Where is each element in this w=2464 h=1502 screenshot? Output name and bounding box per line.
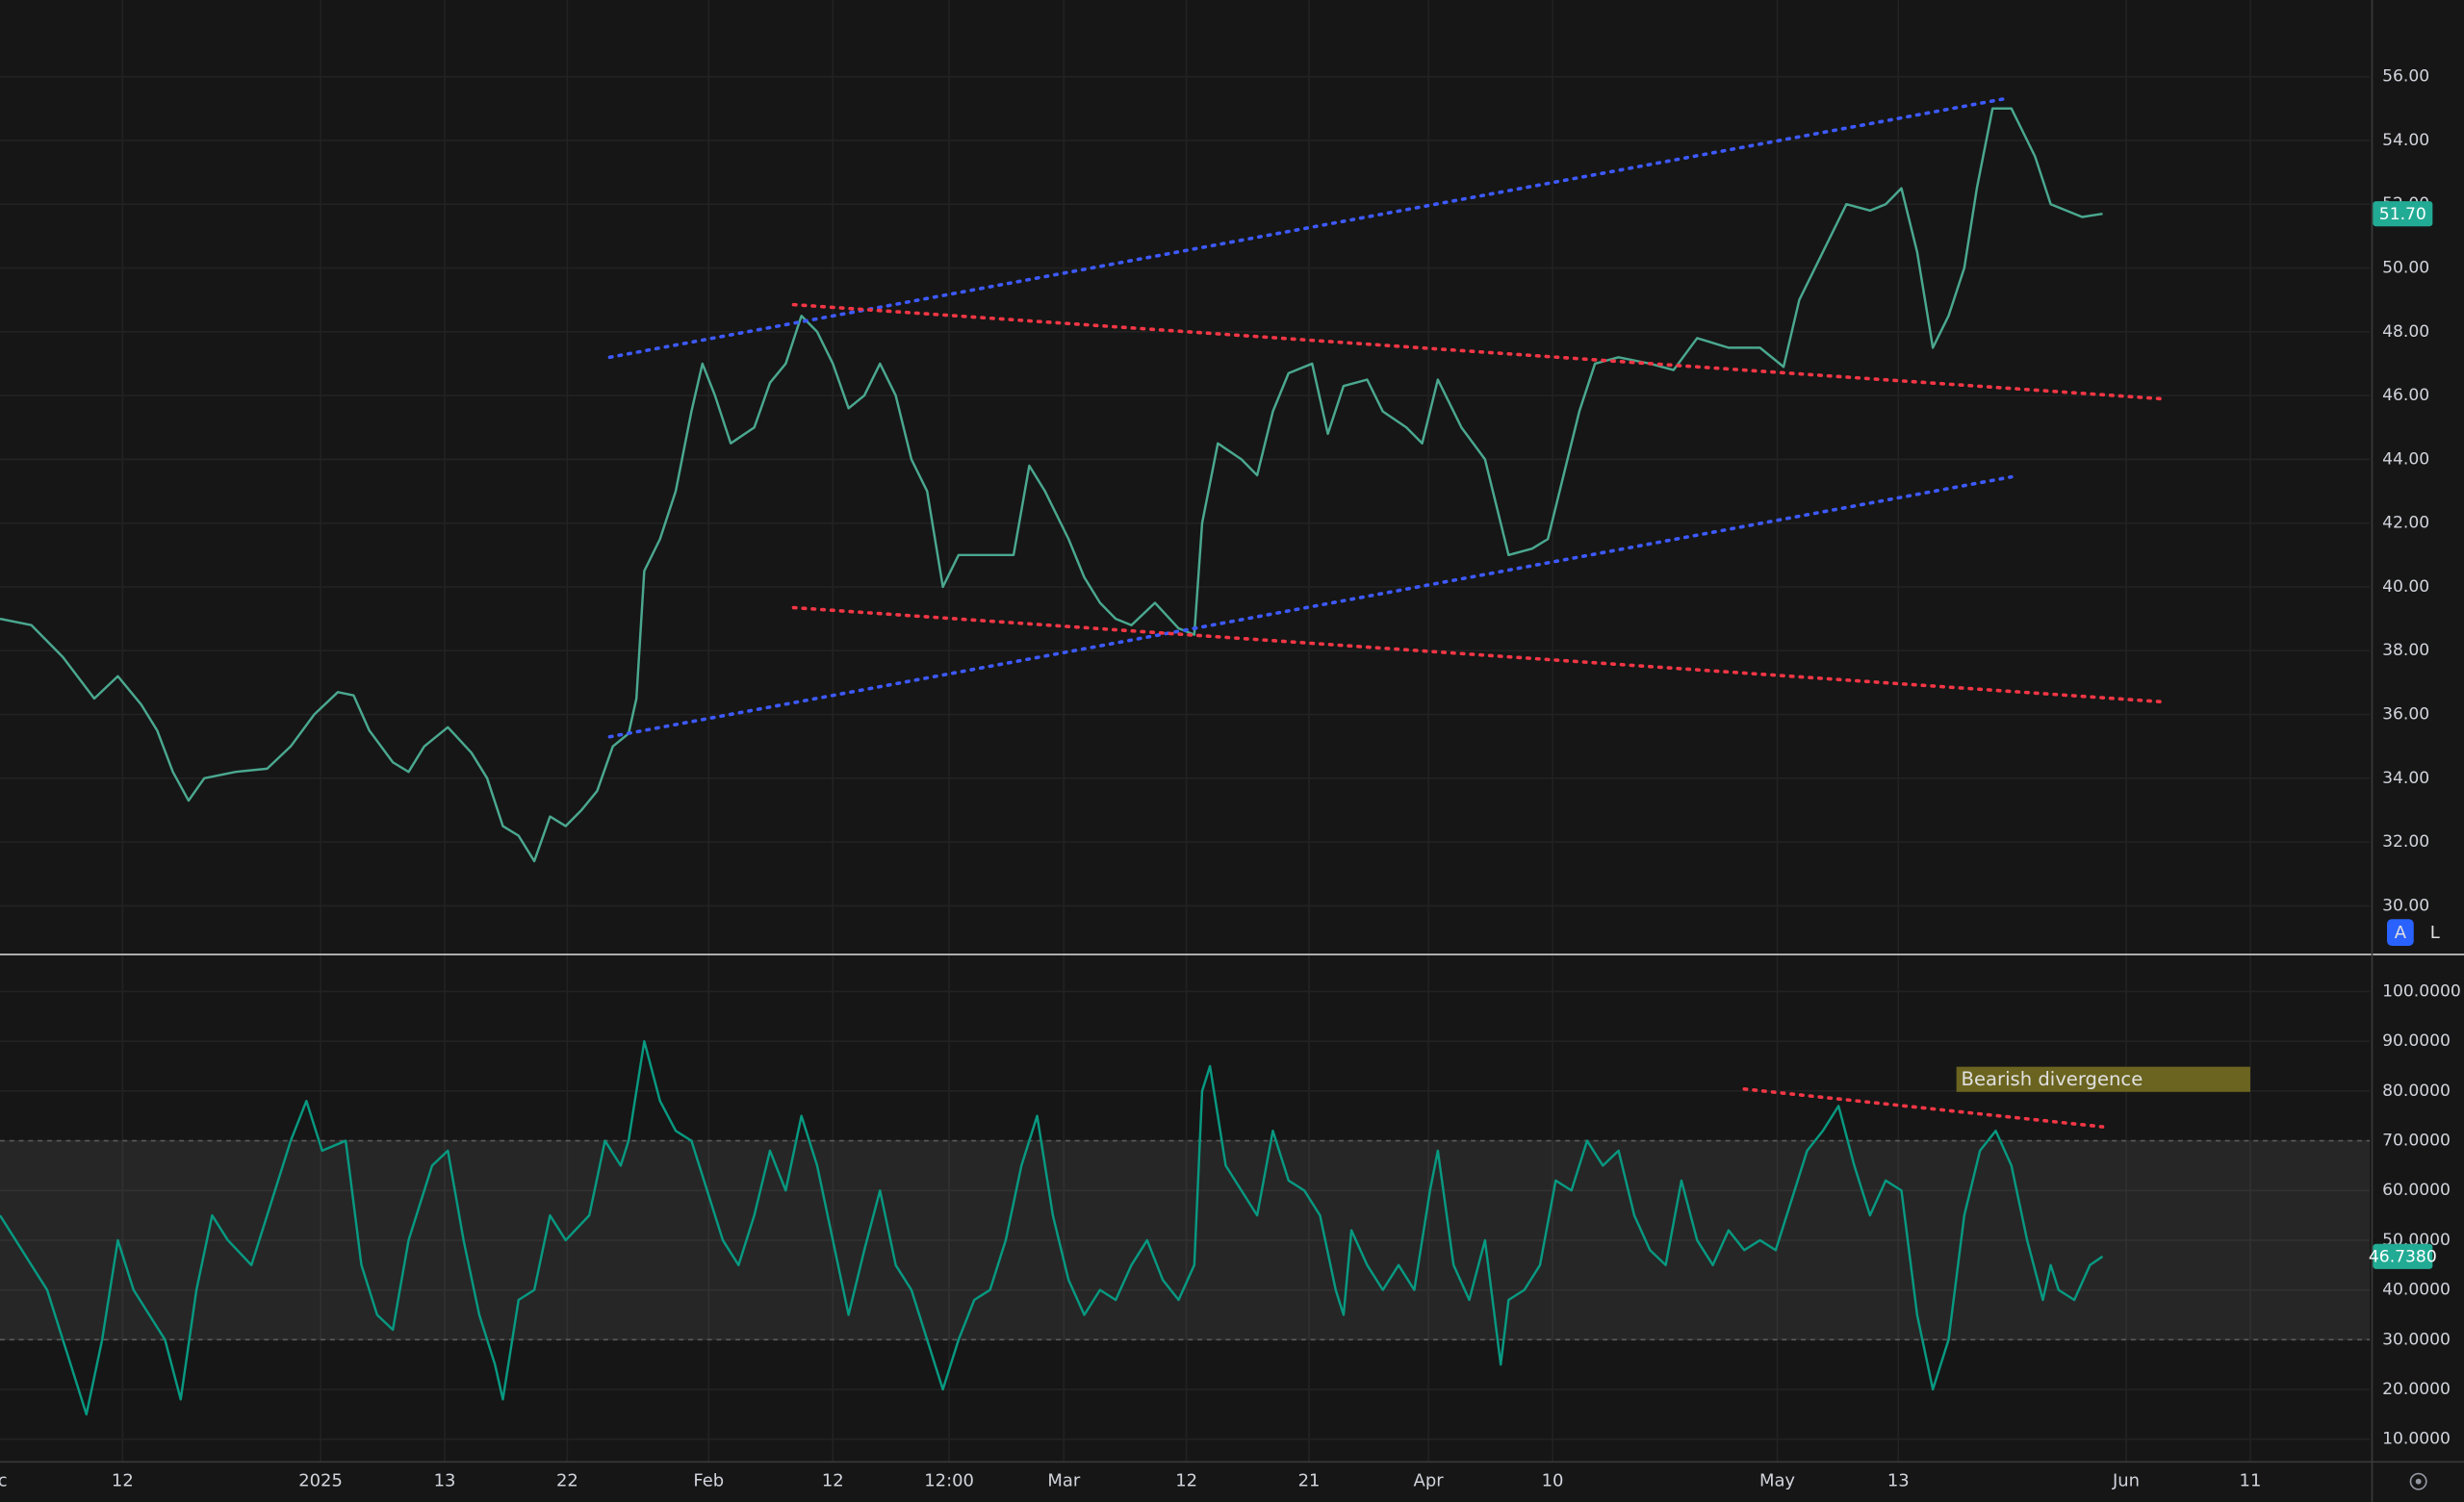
last-value-badge [2373, 1243, 2433, 1269]
annotation-text: Bearish divergence [1962, 1068, 2143, 1090]
last-value-label: 46.7380 [2369, 1248, 2437, 1267]
series-line [0, 107, 2103, 863]
y-tick-label: 40.00 [2382, 577, 2429, 597]
x-tick-label: 13 [434, 1471, 456, 1491]
x-tick-label: May [1759, 1471, 1795, 1491]
y-tick-label: 100.0000 [2382, 981, 2461, 1001]
y-tick-label: 32.00 [2382, 832, 2429, 852]
trend-line [791, 605, 2163, 704]
y-tick-label: 20.0000 [2382, 1380, 2451, 1399]
y-tick-label: 36.00 [2382, 705, 2429, 725]
settings-icon[interactable] [2409, 1472, 2427, 1490]
x-tick-label: Jun [2112, 1471, 2140, 1491]
y-tick-label: 48.00 [2382, 322, 2429, 342]
annotation-box [1956, 1066, 2250, 1092]
x-tick-label: 10 [1542, 1471, 1564, 1491]
y-tick-label: 42.00 [2382, 514, 2429, 533]
axes: 30.00 32.00 34.00 36.00 38.00 40.00 42.00 44.00… [0, 67, 2461, 1491]
y-tick-label: 56.00 [2382, 67, 2429, 87]
trend-line [607, 474, 2014, 739]
trend-line [791, 302, 2163, 401]
y-tick-label: 30.00 [2382, 896, 2429, 915]
trend-line [607, 97, 2006, 360]
y-tick-label: 44.00 [2382, 449, 2429, 469]
x-tick-label: 11 [2240, 1471, 2262, 1491]
y-tick-label: 30.0000 [2382, 1330, 2451, 1349]
settings-icon-dot [2415, 1478, 2422, 1485]
scale-button[interactable] [2387, 919, 2414, 946]
y-tick-label: 40.0000 [2382, 1281, 2451, 1300]
x-tick-label: 12:00 [924, 1471, 974, 1491]
y-tick-label: 38.00 [2382, 641, 2429, 660]
x-tick-label: 22 [556, 1471, 578, 1491]
y-tick-label: 54.00 [2382, 131, 2429, 150]
scale-button[interactable] [2421, 919, 2449, 946]
grid [0, 0, 2371, 1462]
x-tick-label: Dec [0, 1471, 8, 1491]
y-tick-label: 10.0000 [2382, 1430, 2451, 1449]
x-tick-label: 13 [1887, 1471, 1910, 1491]
last-value-badge [2373, 201, 2433, 227]
y-tick-label: 46.00 [2382, 386, 2429, 405]
x-tick-label: 2025 [298, 1471, 343, 1491]
rsi-band [0, 1140, 2371, 1340]
y-tick-label: 34.00 [2382, 769, 2429, 788]
x-tick-label: 12 [822, 1471, 844, 1491]
x-tick-label: Mar [1047, 1471, 1080, 1491]
last-value-label: 51.70 [2379, 205, 2426, 224]
x-tick-label: 12 [112, 1471, 134, 1491]
scale-button-label[interactable]: L [2430, 923, 2440, 943]
scale-button-label[interactable]: A [2395, 923, 2407, 943]
x-tick-label: 21 [1298, 1471, 1321, 1491]
series-line [0, 1039, 2104, 1416]
x-tick-label: Apr [1414, 1471, 1445, 1491]
x-tick-label: 12 [1175, 1471, 1197, 1491]
trend-line [1742, 1087, 2105, 1129]
y-tick-label: 70.0000 [2382, 1132, 2451, 1151]
plot: Bearish divergence [0, 97, 2371, 1416]
y-tick-label: 80.0000 [2382, 1082, 2451, 1101]
y-tick-label: 50.00 [2382, 259, 2429, 278]
y-tick-label: 90.0000 [2382, 1031, 2451, 1051]
y-tick-label: 60.0000 [2382, 1181, 2451, 1200]
x-tick-label: Feb [693, 1471, 724, 1491]
